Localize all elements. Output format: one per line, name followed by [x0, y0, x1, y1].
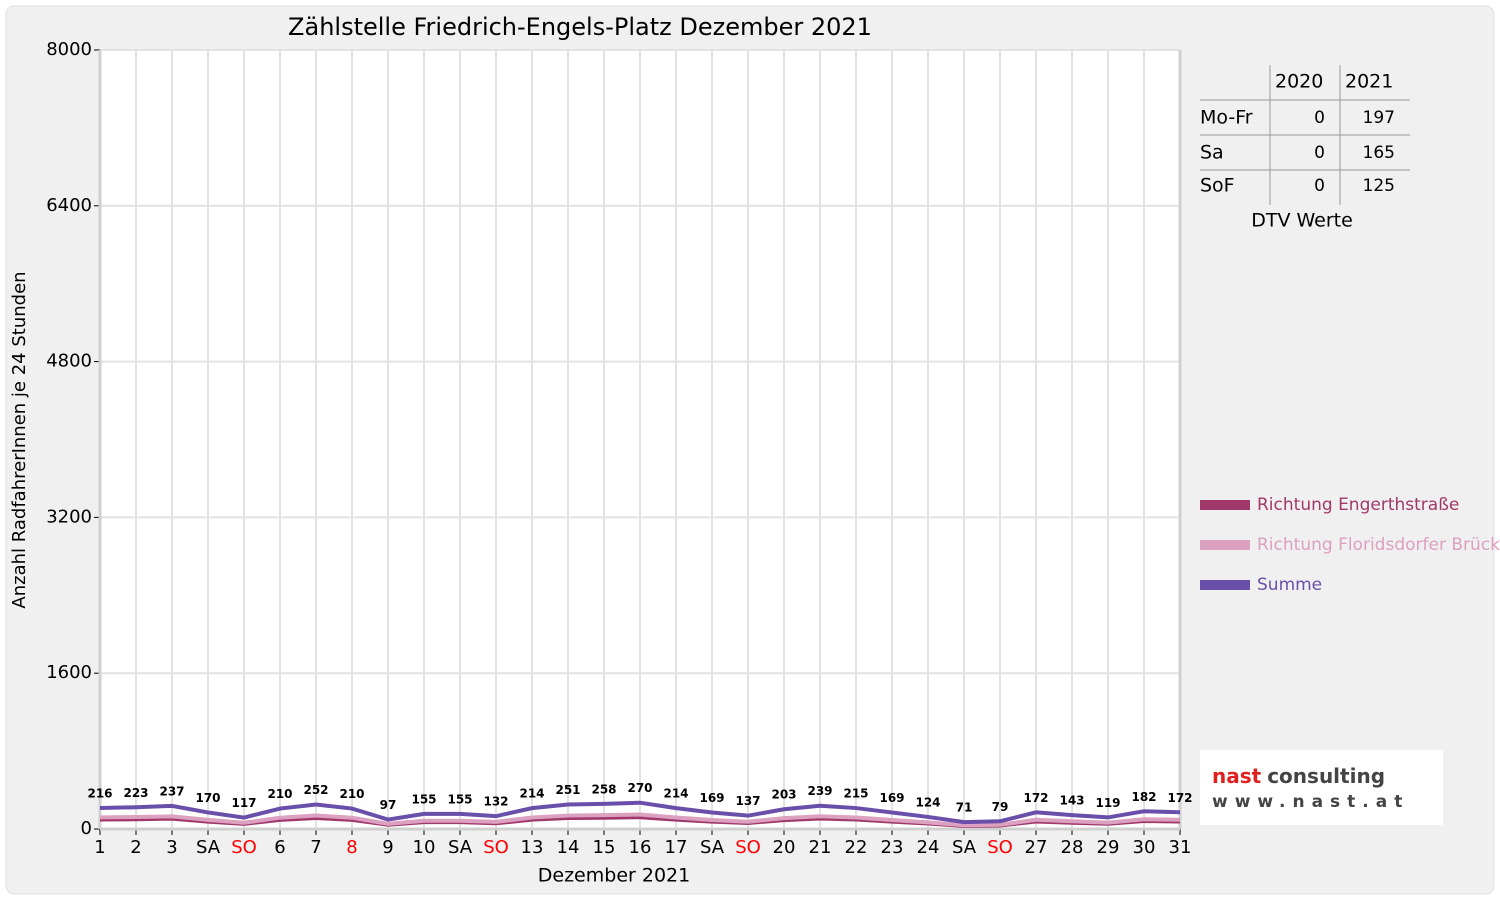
x-tick-label: 27 — [1025, 837, 1048, 858]
data-label: 214 — [519, 787, 544, 801]
data-label: 124 — [915, 795, 940, 809]
data-label: 143 — [1059, 794, 1084, 808]
legend-swatch — [1200, 540, 1250, 550]
x-tick-label: 20 — [773, 837, 796, 858]
data-label: 214 — [663, 787, 688, 801]
series-line — [99, 800, 1181, 825]
x-tick-label: 13 — [521, 837, 544, 858]
x-tick-label: 6 — [274, 837, 285, 858]
y-tick-label: 4800 — [46, 351, 92, 372]
x-tick-label: 14 — [557, 837, 580, 858]
table-cell: 0 — [1314, 108, 1325, 128]
x-tick-label: SA — [700, 837, 725, 858]
x-tick-label: 31 — [1169, 837, 1192, 858]
x-tick-label: 29 — [1097, 837, 1120, 858]
y-tick-label: 0 — [81, 818, 92, 839]
legend-swatch — [1200, 580, 1250, 590]
logo-text: nast consulting — [1212, 764, 1385, 788]
legend-label: Summe — [1257, 575, 1322, 595]
table-cell: 165 — [1363, 143, 1395, 163]
logo-suffix: consulting — [1267, 764, 1385, 788]
x-tick-label: 24 — [917, 837, 940, 858]
y-axis-label: Anzahl RadfahrerInnen je 24 Stunden — [9, 271, 30, 608]
table-row-label: SoF — [1200, 175, 1235, 197]
x-tick-label: 22 — [845, 837, 868, 858]
y-tick-label: 1600 — [46, 662, 92, 683]
data-label: 97 — [380, 798, 397, 812]
logo-box — [1200, 750, 1443, 825]
x-tick-label: SA — [952, 837, 977, 858]
data-label: 251 — [555, 783, 580, 797]
legend-swatch — [1200, 500, 1250, 510]
x-tick-label: 21 — [809, 837, 832, 858]
data-label: 216 — [87, 786, 112, 800]
data-label: 79 — [992, 800, 1009, 814]
data-label: 237 — [159, 784, 184, 798]
table-header: 2021 — [1345, 71, 1393, 93]
table-row-label: Mo-Fr — [1200, 107, 1253, 129]
data-label: 137 — [735, 794, 760, 808]
data-label: 239 — [807, 784, 832, 798]
data-label: 270 — [627, 781, 652, 795]
x-tick-label: 3 — [166, 837, 177, 858]
data-label: 172 — [1023, 791, 1048, 805]
data-label: 132 — [483, 795, 508, 809]
data-label: 182 — [1131, 790, 1156, 804]
data-label: 155 — [411, 792, 436, 806]
data-label: 215 — [843, 787, 868, 801]
logo-url: www.nast.at — [1212, 792, 1409, 812]
table-header: 2020 — [1275, 71, 1323, 93]
legend-label: Richtung Floridsdorfer Brücke — [1257, 535, 1500, 555]
data-label: 169 — [699, 791, 724, 805]
x-tick-label: 10 — [413, 837, 436, 858]
x-tick-label: 28 — [1061, 837, 1084, 858]
x-tick-label: 16 — [629, 837, 652, 858]
data-label: 169 — [879, 791, 904, 805]
y-tick-label: 8000 — [46, 39, 92, 60]
x-tick-label: SA — [196, 837, 221, 858]
table-cell: 197 — [1363, 108, 1395, 128]
x-tick-label: 17 — [665, 837, 688, 858]
table-cell: 0 — [1314, 143, 1325, 163]
data-label: 258 — [591, 782, 616, 796]
logo-brand: nast — [1212, 764, 1262, 788]
table-cell: 125 — [1363, 176, 1395, 196]
x-tick-label: SO — [987, 837, 1013, 858]
series-line — [99, 812, 1181, 828]
data-label: 172 — [1167, 791, 1192, 805]
x-tick-label: 1 — [94, 837, 105, 858]
x-tick-label: 9 — [382, 837, 393, 858]
data-label: 223 — [123, 786, 148, 800]
table-cell: 0 — [1314, 176, 1325, 196]
data-label: 170 — [195, 791, 220, 805]
table-caption: DTV Werte — [1251, 210, 1353, 232]
legend-label: Richtung Engerthstraße — [1257, 495, 1459, 515]
data-label: 252 — [303, 783, 328, 797]
y-tick-label: 6400 — [46, 195, 92, 216]
data-label: 119 — [1095, 796, 1120, 810]
x-tick-label: 2 — [130, 837, 141, 858]
x-tick-label: 7 — [310, 837, 321, 858]
x-tick-label: 23 — [881, 837, 904, 858]
y-tick-label: 3200 — [46, 506, 92, 527]
x-tick-label: 30 — [1133, 837, 1156, 858]
table-row-label: Sa — [1200, 142, 1224, 164]
data-label: 71 — [956, 801, 973, 815]
data-label: 117 — [231, 796, 256, 810]
chart-title: Zählstelle Friedrich-Engels-Platz Dezemb… — [288, 13, 872, 41]
x-tick-label: SO — [231, 837, 257, 858]
data-label: 155 — [447, 792, 472, 806]
data-label: 210 — [339, 787, 364, 801]
x-axis-label: Dezember 2021 — [538, 865, 690, 887]
data-label: 203 — [771, 788, 796, 802]
x-tick-label: 15 — [593, 837, 616, 858]
data-label: 210 — [267, 787, 292, 801]
x-tick-label: SO — [735, 837, 761, 858]
x-tick-label: SO — [483, 837, 509, 858]
x-tick-label: SA — [448, 837, 473, 858]
x-tick-label: 8 — [346, 837, 357, 858]
